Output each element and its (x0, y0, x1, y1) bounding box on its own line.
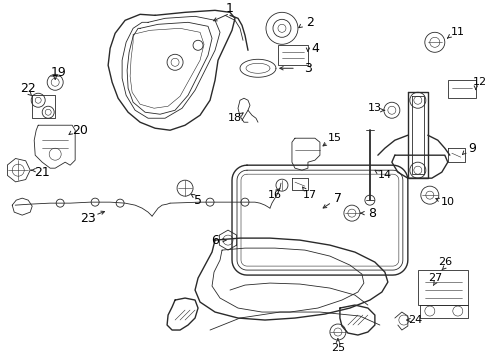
Text: 17: 17 (302, 190, 316, 200)
Text: 16: 16 (267, 190, 282, 200)
Text: 21: 21 (34, 166, 50, 179)
Text: 19: 19 (50, 66, 66, 79)
Text: 24: 24 (407, 315, 421, 325)
Text: 18: 18 (227, 113, 242, 123)
Text: 10: 10 (440, 197, 454, 207)
Text: 5: 5 (194, 194, 202, 207)
Text: 15: 15 (327, 133, 341, 143)
Text: 25: 25 (330, 343, 344, 353)
Text: 22: 22 (20, 82, 36, 95)
Text: 20: 20 (72, 124, 88, 137)
Text: 27: 27 (427, 273, 441, 283)
Text: 3: 3 (304, 62, 311, 75)
Text: 8: 8 (367, 207, 375, 220)
Text: 6: 6 (211, 234, 219, 247)
Text: 7: 7 (333, 192, 341, 204)
Text: 4: 4 (310, 42, 318, 55)
Text: 11: 11 (450, 27, 464, 37)
Text: 13: 13 (367, 103, 381, 113)
Text: 23: 23 (80, 212, 96, 225)
Text: 26: 26 (437, 257, 451, 267)
Text: 14: 14 (377, 170, 391, 180)
Text: 2: 2 (305, 16, 313, 29)
Text: 12: 12 (472, 77, 486, 87)
Text: 1: 1 (225, 2, 233, 15)
Text: 9: 9 (467, 142, 475, 155)
